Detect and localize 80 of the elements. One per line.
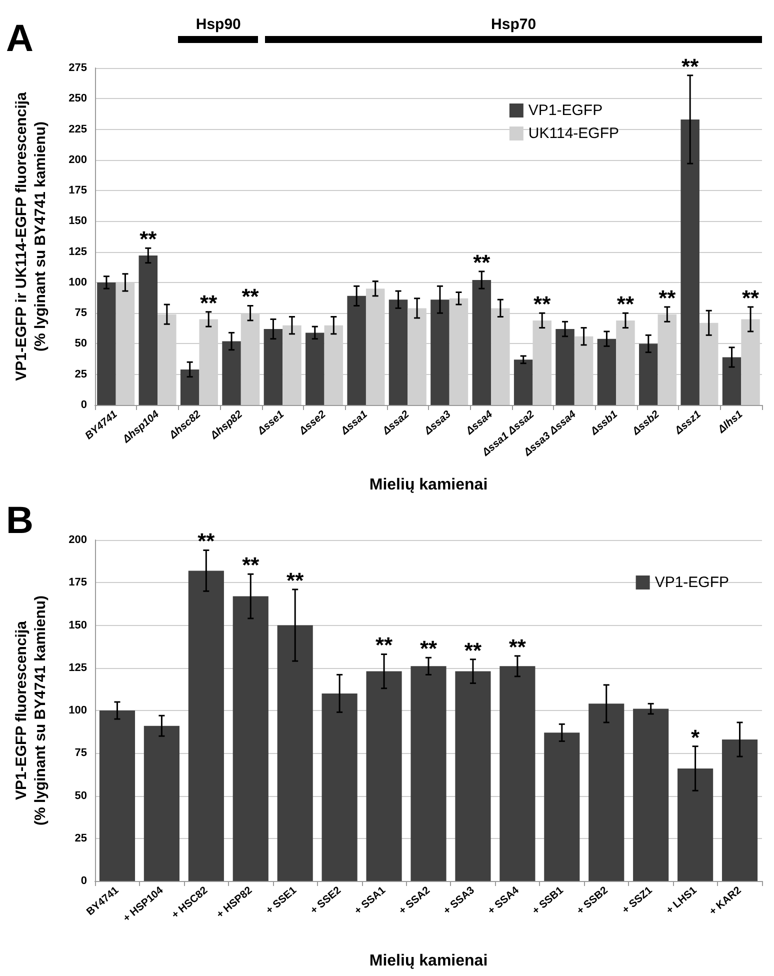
bar: [500, 666, 536, 881]
bar: [722, 357, 742, 405]
annotation: **: [464, 638, 482, 663]
y-tick-label: 200: [68, 154, 87, 166]
bar: [322, 693, 358, 881]
annotation: **: [200, 290, 218, 316]
annotation: **: [242, 552, 260, 578]
bar: [544, 732, 580, 881]
y-tick-label: 50: [74, 790, 87, 802]
bar: [138, 255, 158, 405]
bar: [639, 344, 658, 405]
text: Hsp70: [491, 16, 536, 33]
bar: [722, 739, 758, 881]
legend-label: VP1-EGFP: [528, 102, 603, 119]
text: Hsp90: [196, 16, 241, 33]
bar: [144, 726, 180, 881]
y-tick-label: 275: [68, 62, 87, 74]
bar: [455, 671, 491, 881]
bar: [97, 282, 116, 405]
annotation: **: [140, 226, 158, 252]
y-tick-label: 75: [74, 747, 87, 760]
bar: [388, 300, 408, 405]
y-tick-label: 250: [68, 92, 87, 105]
x-axis-title: Mielių kamienai: [369, 952, 488, 970]
y-tick-label: 100: [68, 276, 87, 288]
y-tick-label: 125: [68, 662, 87, 674]
y-tick-label: 175: [68, 184, 87, 197]
y-tick-label: 0: [80, 399, 87, 411]
annotation: **: [473, 250, 491, 275]
bar: [306, 332, 324, 405]
bar: [556, 329, 574, 405]
legend-label: UK114-EGFP: [528, 125, 620, 142]
annotation: **: [242, 284, 260, 310]
legend-label: VP1-EGFP: [654, 574, 729, 591]
y-tick-label: 50: [74, 338, 87, 350]
bar: [232, 596, 268, 881]
bar: [430, 300, 450, 405]
annotation: **: [682, 54, 700, 79]
bar: [680, 119, 700, 405]
y-tick-label: 0: [80, 875, 87, 887]
y-tick-label: 125: [68, 246, 87, 258]
bar: [180, 369, 200, 405]
bar: [366, 671, 402, 881]
annotation: **: [375, 632, 394, 658]
y-tick-label: 25: [74, 832, 87, 844]
bar: [633, 708, 669, 881]
y-axis-title: VP1-EGFP fluorescencija (% lyginant su BY4741 kamienu): [13, 595, 49, 826]
y-tick-label: 150: [68, 215, 87, 228]
bar: [347, 296, 366, 405]
annotation: **: [742, 285, 760, 310]
y-tick-label: 100: [68, 704, 87, 716]
annotation: **: [198, 528, 216, 554]
chart-title: B: [6, 500, 34, 543]
bar: [472, 280, 492, 405]
y-tick-label: 225: [68, 123, 87, 136]
y-tick-label: 75: [74, 307, 87, 320]
chart-title: A: [6, 18, 34, 61]
bar: [264, 329, 283, 405]
annotation: **: [534, 292, 552, 317]
annotation: **: [420, 636, 438, 662]
y-tick-label: 25: [74, 368, 87, 380]
bar: [678, 768, 714, 881]
bar: [222, 341, 241, 405]
bar: [277, 625, 313, 881]
bar: [188, 570, 224, 881]
x-axis-title: Mielių kamienai: [369, 476, 488, 494]
bar: [514, 360, 533, 405]
bar: [99, 710, 136, 881]
y-axis-title: VP1-EGFP ir UK114-EGFP fluorescencija (% lyginant su BY4741 kamienu): [13, 91, 49, 381]
bar: [588, 704, 624, 881]
annotation: **: [286, 568, 304, 593]
annotation: **: [616, 292, 634, 317]
y-tick-label: 175: [68, 576, 87, 589]
y-tick-label: 150: [68, 619, 87, 632]
y-tick-label: 200: [68, 534, 87, 546]
annotation: *: [691, 724, 700, 750]
annotation: **: [508, 634, 526, 660]
bar: [597, 338, 616, 405]
annotation: **: [658, 285, 676, 310]
bar: [410, 666, 446, 881]
